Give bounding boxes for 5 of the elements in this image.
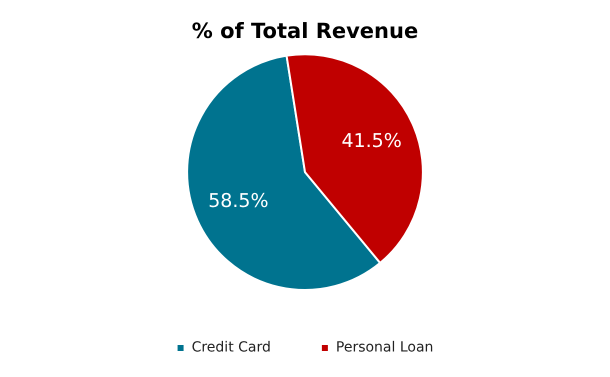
legend-label: Credit Card [192,340,271,356]
chart-title: % of Total Revenue [192,19,418,44]
data-label: 41.5% [341,130,402,152]
legend-label: Personal Loan [336,340,434,356]
data-label: 58.5% [208,190,269,212]
